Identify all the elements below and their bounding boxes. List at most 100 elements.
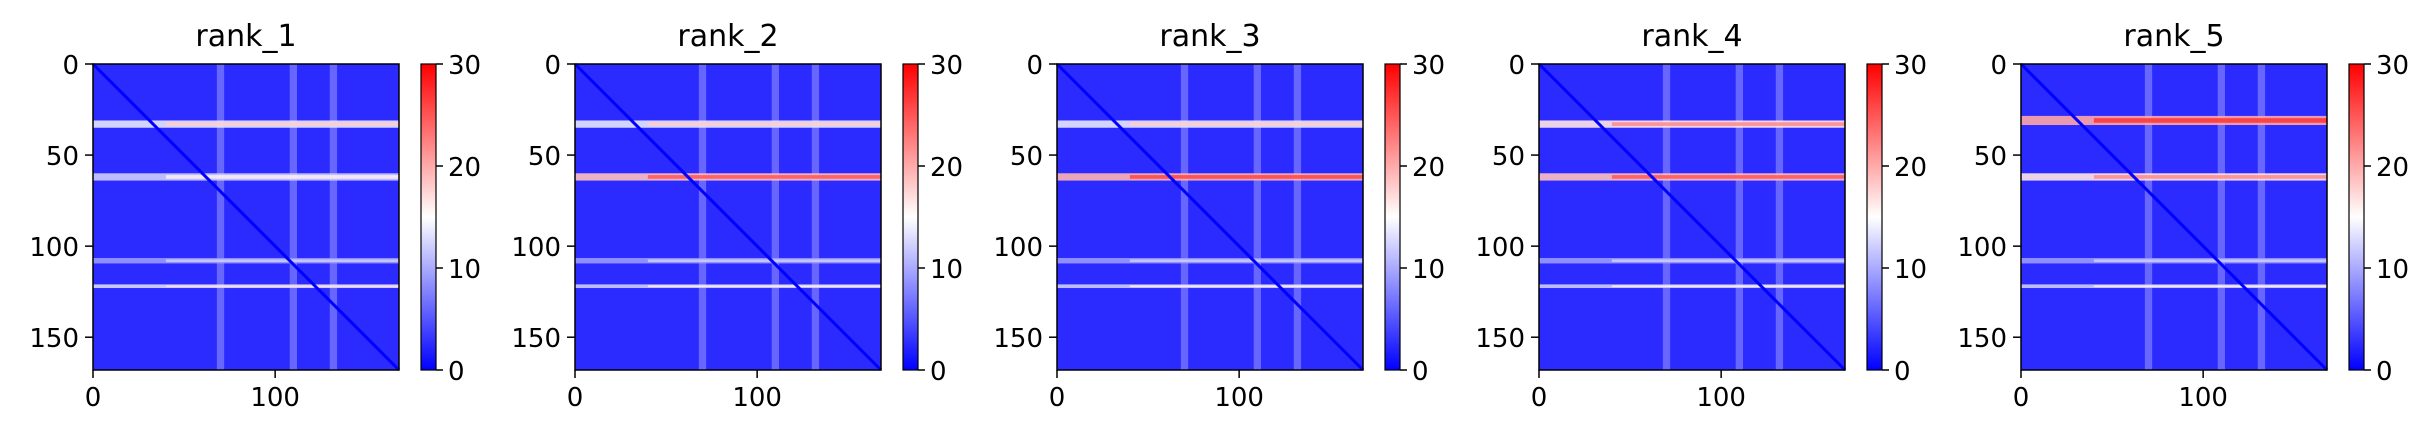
- y-tick-label: 0: [1990, 51, 2007, 81]
- y-tick-label: 50: [528, 142, 561, 172]
- x-tick-label: 100: [1696, 383, 1746, 413]
- colorbar-tick-label: 20: [1412, 153, 1445, 183]
- heatmap-band-core: [1129, 259, 1363, 263]
- x-tick-label: 0: [1049, 383, 1066, 413]
- panel-title: rank_1: [195, 19, 296, 54]
- y-tick-label: 0: [544, 51, 561, 81]
- heatmap-column-band: [698, 64, 707, 370]
- colorbar-tick-label: 0: [930, 357, 947, 387]
- heatmap-band-core: [165, 285, 399, 288]
- heatmap-column-band: [1180, 64, 1189, 370]
- colorbar-tick-label: 20: [2376, 153, 2409, 183]
- panel-title: rank_2: [677, 19, 778, 54]
- y-tick-label: 150: [993, 324, 1043, 354]
- heatmap-band-core: [1611, 285, 1845, 288]
- heatmap-band-core: [647, 175, 881, 179]
- axes-frame: [92, 63, 400, 371]
- x-tick-label: 0: [1531, 383, 1548, 413]
- colorbar-tick-label: 30: [1894, 51, 1927, 81]
- heatmap-band-core: [1611, 122, 1845, 126]
- colorbar-tick-label: 30: [1412, 51, 1445, 81]
- colorbar-tick-label: 10: [930, 255, 963, 285]
- heatmap-diagonal: [1537, 62, 1847, 372]
- colorbar-tick-label: 30: [2376, 51, 2409, 81]
- colorbar-tick-label: 10: [1412, 255, 1445, 285]
- axes-frame: [574, 63, 882, 371]
- y-tick-label: 50: [1492, 142, 1525, 172]
- colorbar-tick-label: 0: [1894, 357, 1911, 387]
- colorbar: [2348, 63, 2365, 371]
- x-tick-label: 100: [732, 383, 782, 413]
- heatmap-band-core: [165, 259, 399, 263]
- colorbar-tick-label: 0: [448, 357, 465, 387]
- panel-title: rank_3: [1159, 19, 1260, 54]
- y-tick-label: 0: [1026, 51, 1043, 81]
- y-tick-label: 0: [1508, 51, 1525, 81]
- y-tick-label: 100: [29, 233, 79, 263]
- colorbar-tick-label: 10: [448, 255, 481, 285]
- heatmap-column-band: [1775, 64, 1784, 370]
- heatmap-band-core: [1611, 259, 1845, 263]
- y-tick-label: 50: [1974, 142, 2007, 172]
- heatmap-column-band: [1735, 64, 1743, 370]
- x-tick-label: 0: [2013, 383, 2030, 413]
- heatmap-band-core: [2093, 175, 2327, 179]
- heatmap-column-band: [2257, 64, 2266, 370]
- x-tick-label: 100: [2178, 383, 2228, 413]
- x-tick-label: 100: [250, 383, 300, 413]
- heatmap-band-core: [647, 285, 881, 288]
- heatmap-column-band: [289, 64, 297, 370]
- colorbar-tick-label: 10: [2376, 255, 2409, 285]
- colorbar: [420, 63, 437, 371]
- y-tick-label: 100: [993, 233, 1043, 263]
- colorbar-tick-label: 30: [930, 51, 963, 81]
- colorbar-tick-label: 20: [448, 153, 481, 183]
- heatmap-band-core: [2093, 259, 2327, 263]
- colorbar: [1384, 63, 1401, 371]
- heatmap-column-band: [1293, 64, 1302, 370]
- heatmap-column-band: [811, 64, 820, 370]
- heatmap-column-band: [216, 64, 225, 370]
- heatmap-column-band: [1662, 64, 1671, 370]
- heatmap-band-core: [1611, 175, 1845, 179]
- heatmap-column-band: [1253, 64, 1261, 370]
- heatmap-band-core: [2093, 118, 2327, 123]
- heatmap-band-core: [1129, 175, 1363, 179]
- y-tick-label: 100: [511, 233, 561, 263]
- heatmap-diagonal: [91, 62, 401, 372]
- y-tick-label: 150: [511, 324, 561, 354]
- heatmap-column-band: [2217, 64, 2225, 370]
- heatmap-band-core: [647, 122, 881, 126]
- colorbar-tick-label: 20: [930, 153, 963, 183]
- heatmap-band-core: [165, 122, 399, 126]
- heatmap-band-core: [1129, 122, 1363, 126]
- axes-frame: [2020, 63, 2328, 371]
- colorbar-tick-label: 0: [2376, 357, 2393, 387]
- axes-frame: [1056, 63, 1364, 371]
- axes-frame: [1538, 63, 1846, 371]
- colorbar-tick-label: 0: [1412, 357, 1429, 387]
- colorbar-tick-label: 10: [1894, 255, 1927, 285]
- heatmap-column-band: [2144, 64, 2153, 370]
- heatmap-diagonal: [573, 62, 883, 372]
- colorbar-tick-label: 20: [1894, 153, 1927, 183]
- x-tick-label: 100: [1214, 383, 1264, 413]
- heatmap-band-core: [165, 175, 399, 179]
- colorbar-tick-label: 30: [448, 51, 481, 81]
- y-tick-label: 50: [46, 142, 79, 172]
- heatmap-band-core: [2093, 285, 2327, 288]
- panel-title: rank_4: [1641, 19, 1742, 54]
- y-tick-label: 150: [29, 324, 79, 354]
- heatmap-band-core: [1129, 285, 1363, 288]
- y-tick-label: 150: [1957, 324, 2007, 354]
- panel-title: rank_5: [2123, 19, 2224, 54]
- y-tick-label: 150: [1475, 324, 1525, 354]
- y-tick-label: 50: [1010, 142, 1043, 172]
- heatmap-column-band: [329, 64, 338, 370]
- colorbar: [902, 63, 919, 371]
